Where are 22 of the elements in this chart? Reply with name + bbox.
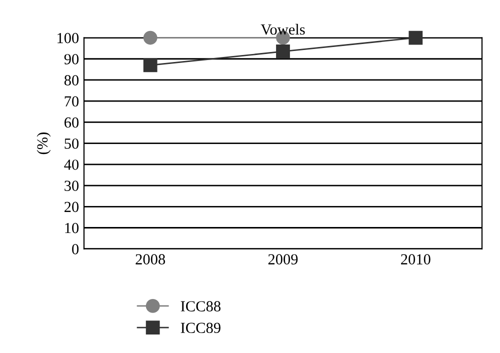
legend-label: ICC89 <box>180 322 220 334</box>
x-tick-label: 2010 <box>401 254 430 264</box>
y-tick-label: 30 <box>64 180 79 191</box>
x-tick-label: 2008 <box>136 254 166 264</box>
point <box>143 30 158 45</box>
y-tick-label: 80 <box>64 75 79 86</box>
x-tick-label: 2009 <box>268 254 298 264</box>
y-tick-label: 40 <box>64 160 79 170</box>
y-tick-label: 60 <box>64 117 79 128</box>
y-tick-label: 10 <box>65 222 79 234</box>
point <box>276 44 290 58</box>
legend-label: ICC88 <box>180 301 220 312</box>
y-axis-title: (%) <box>36 132 51 154</box>
chart-title: Vowels <box>260 24 305 35</box>
y-tick-label: 20 <box>64 202 79 212</box>
point <box>408 30 423 45</box>
y-tick-label: 50 <box>64 138 79 149</box>
y-tick-label: 100 <box>58 32 79 44</box>
y-tick-label: 0 <box>72 244 79 254</box>
y-tick-label: 70 <box>64 96 79 107</box>
point <box>143 58 158 72</box>
y-tick-label: 90 <box>64 54 79 64</box>
